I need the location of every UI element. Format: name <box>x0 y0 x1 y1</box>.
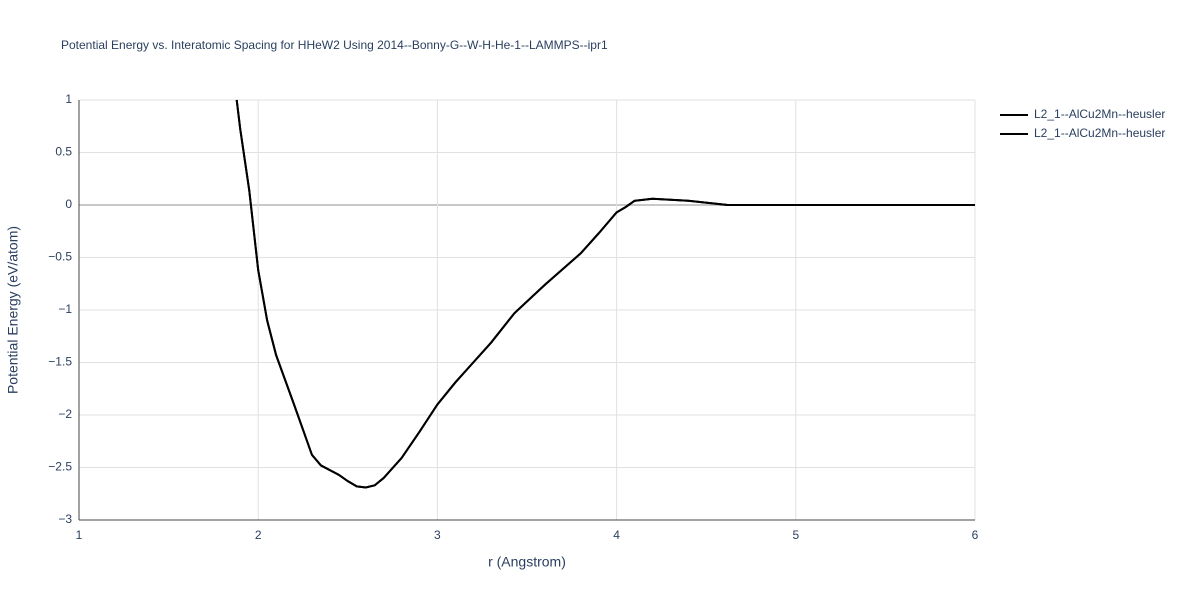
y-tick-label: −3 <box>58 512 72 526</box>
legend: L2_1--AlCu2Mn--heusler L2_1--AlCu2Mn--heu… <box>1000 107 1165 140</box>
y-tick-label: −0.5 <box>48 250 72 264</box>
plot-area <box>235 99 975 489</box>
grid <box>78 99 976 521</box>
legend-label: L2_1--AlCu2Mn--heusler <box>1034 126 1165 140</box>
x-tick-label: 6 <box>972 528 979 542</box>
y-tick-label: −2 <box>58 407 72 421</box>
y-tick-label: 1 <box>65 92 72 106</box>
y-tick-label: −1.5 <box>48 355 72 369</box>
chart-title: Potential Energy vs. Interatomic Spacing… <box>61 38 608 52</box>
x-tick-label: 5 <box>792 528 799 542</box>
y-tick-label: 0.5 <box>55 145 72 159</box>
x-tick-label: 2 <box>255 528 262 542</box>
legend-label: L2_1--AlCu2Mn--heusler <box>1034 107 1165 121</box>
y-tick-label: −1 <box>58 302 72 316</box>
x-tick-label: 1 <box>76 528 83 542</box>
y-tick-label: −2.5 <box>48 460 72 474</box>
x-axis-label: r (Angstrom) <box>488 554 566 570</box>
line-series <box>235 99 975 489</box>
x-tick-label: 4 <box>613 528 620 542</box>
y-tick-label: 0 <box>65 197 72 211</box>
y-axis-label: Potential Energy (eV/atom) <box>5 226 21 394</box>
x-tick-label: 3 <box>434 528 441 542</box>
line-series <box>235 99 975 489</box>
